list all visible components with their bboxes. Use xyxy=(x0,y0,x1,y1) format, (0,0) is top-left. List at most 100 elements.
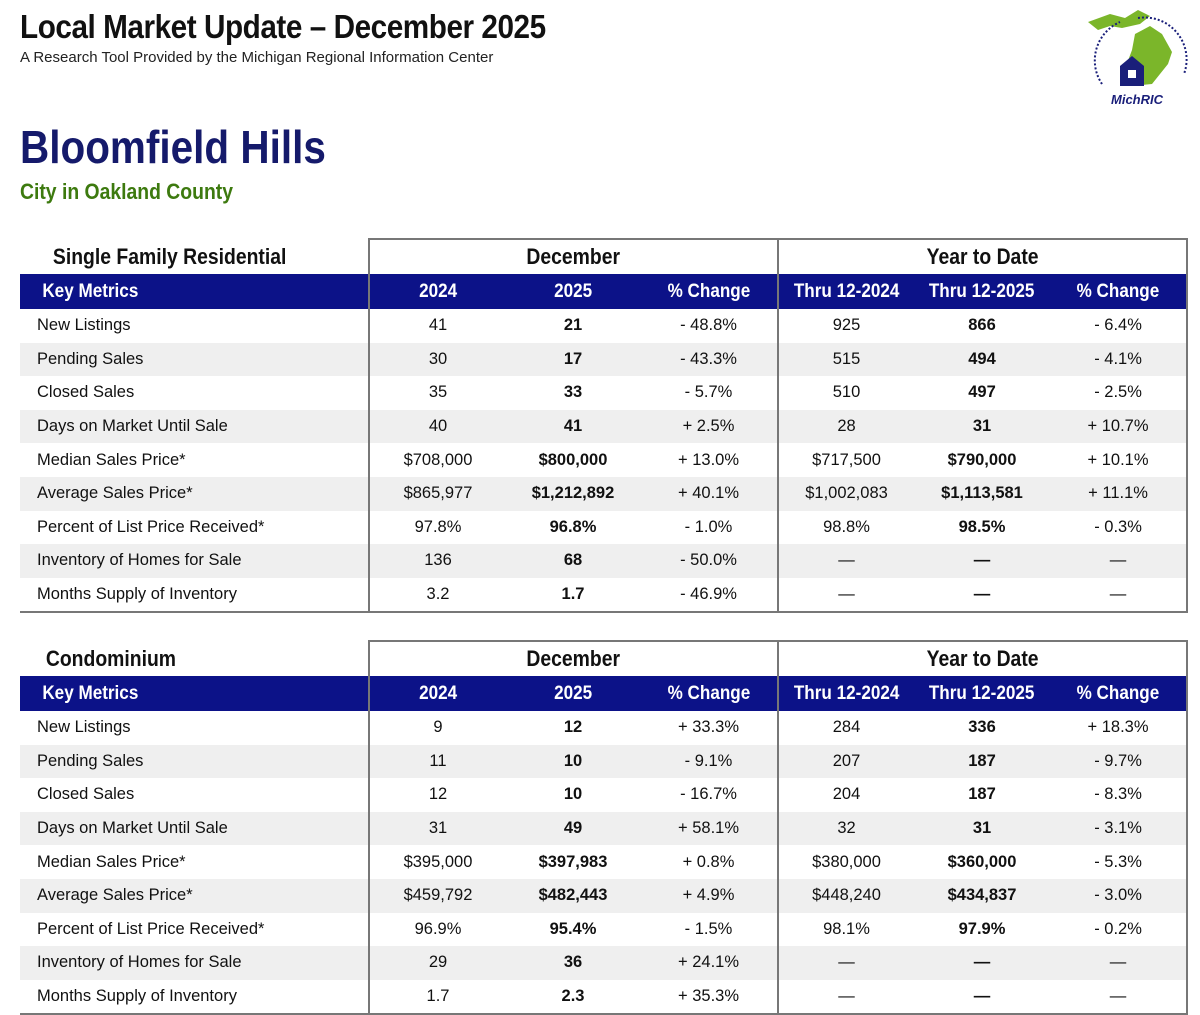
metric-value: - 48.8% xyxy=(680,316,737,335)
metric-value: 28 xyxy=(777,409,915,444)
metric-value: + 2.5% xyxy=(640,409,779,444)
metric-value: 866 xyxy=(968,316,996,335)
column-header: % Change xyxy=(1050,274,1189,309)
metric-label: Pending Sales xyxy=(20,342,369,377)
metric-value: $448,240 xyxy=(777,878,915,913)
metric-value: - 0.2% xyxy=(1050,912,1189,947)
condominium-table: Condominium December Year to Date Key Me… xyxy=(20,640,1189,1015)
column-header: Key Metrics xyxy=(20,676,369,711)
metric-label: Closed Sales xyxy=(37,785,135,804)
column-header: Thru 12-2025 xyxy=(914,676,1051,711)
metric-label: Months Supply of Inventory xyxy=(20,979,369,1015)
table-row: Closed Sales 35 33 - 5.7% 510 497 - 2.5% xyxy=(20,376,1189,410)
table-row: Closed Sales 12 10 - 16.7% 204 187 - 8.3% xyxy=(20,778,1189,812)
metric-value: + 0.8% xyxy=(682,852,735,871)
metric-value: 187 xyxy=(968,785,996,804)
metric-value: $395,000 xyxy=(368,845,506,879)
metric-value: 95.4% xyxy=(549,919,597,938)
metric-label: Average Sales Price* xyxy=(20,476,369,511)
metric-value: $800,000 xyxy=(538,450,608,469)
table-row: Pending Sales 11 10- 9.1% 207 187- 9.7% xyxy=(20,744,1189,779)
metric-value: 17 xyxy=(506,342,640,377)
metric-value: $790,000 xyxy=(947,450,1017,469)
metric-value: 11 xyxy=(368,744,506,779)
column-header: Key Metrics xyxy=(20,274,369,309)
metric-value: $717,500 xyxy=(777,443,915,477)
table-row: Average Sales Price* $865,977 $1,212,892 + … xyxy=(20,476,1189,511)
metric-label: Median Sales Price* xyxy=(37,852,186,871)
column-header: 2024 xyxy=(368,676,506,711)
metric-value: $360,000 xyxy=(947,852,1017,871)
group-ytd: Year to Date xyxy=(777,238,1189,274)
metric-value: 98.8% xyxy=(777,510,915,545)
section-title: Condominium xyxy=(45,645,177,671)
metric-label: New Listings xyxy=(37,718,131,737)
table-row: New Listings 41 21 - 48.8% 925 866 - 6.4% xyxy=(20,309,1189,343)
metric-value: + 4.9% xyxy=(640,878,779,913)
section-header-row: Condominium December Year to Date xyxy=(20,640,1189,676)
metric-value: — xyxy=(1050,577,1189,614)
metric-value: 510 xyxy=(777,376,915,410)
column-header: 2024 xyxy=(368,274,506,309)
metric-value: - 9.1% xyxy=(640,744,779,779)
metric-label: Percent of List Price Received* xyxy=(37,919,265,938)
column-header: 2025 xyxy=(506,274,640,309)
metric-label: Inventory of Homes for Sale xyxy=(20,544,369,578)
metric-value: $1,113,581 xyxy=(914,476,1051,511)
table-row: Inventory of Homes for Sale 136 68- 50.0% —… xyxy=(20,544,1189,578)
metric-value: — xyxy=(914,979,1051,1015)
metric-value: 494 xyxy=(914,342,1051,377)
metric-label: Median Sales Price* xyxy=(37,450,186,469)
table-row: Percent of List Price Received* 97.8% 96.8… xyxy=(20,510,1189,545)
group-month: December xyxy=(367,238,780,274)
metric-value: + 10.7% xyxy=(1050,409,1189,444)
metric-value: 1.7 xyxy=(506,577,640,614)
section-header-row: Single Family Residential December Year … xyxy=(20,238,1189,274)
column-header-row: Key Metrics 2024 2025% Change Thru 12-2024 T… xyxy=(20,274,1189,309)
metric-value: 41 xyxy=(506,409,640,444)
metric-value: 336 xyxy=(968,718,996,737)
metric-value: 32 xyxy=(777,811,915,846)
metric-value: $708,000 xyxy=(368,443,506,477)
metric-value: 31 xyxy=(914,409,1051,444)
metric-label: Average Sales Price* xyxy=(20,878,369,913)
metric-value: + 18.3% xyxy=(1050,711,1189,745)
metric-value: 31 xyxy=(368,811,506,846)
column-header: Thru 12-2024 xyxy=(777,676,915,711)
metric-value: — xyxy=(777,544,915,578)
table-row: Median Sales Price* $708,000 $800,000 + 13.… xyxy=(20,443,1189,477)
metric-value: - 50.0% xyxy=(640,544,779,578)
metric-label: Closed Sales xyxy=(37,383,135,402)
metric-value: 97.9% xyxy=(958,919,1006,938)
column-header: Thru 12-2025 xyxy=(914,274,1051,309)
metric-value: - 3.0% xyxy=(1050,878,1189,913)
metric-value: + 35.3% xyxy=(640,979,779,1015)
metric-value: 40 xyxy=(368,409,506,444)
metric-value: 9 xyxy=(368,711,506,745)
metric-value: 31 xyxy=(914,811,1051,846)
metric-value: — xyxy=(777,946,915,980)
table-row: Median Sales Price* $395,000 $397,983 + 0.8… xyxy=(20,845,1189,879)
metric-value: 3.2 xyxy=(368,577,506,614)
metric-value: + 13.0% xyxy=(678,450,740,469)
column-header: % Change xyxy=(640,274,779,309)
metric-value: + 33.3% xyxy=(678,718,740,737)
metric-value: - 46.9% xyxy=(640,577,779,614)
metric-value: + 40.1% xyxy=(640,476,779,511)
metric-value: 41 xyxy=(368,309,506,343)
table-row: Months Supply of Inventory 1.7 2.3 + 35.3% —… xyxy=(20,979,1189,1015)
metric-value: 21 xyxy=(563,316,583,335)
metric-value: $397,983 xyxy=(538,852,608,871)
metric-value: 12 xyxy=(368,778,506,812)
metric-label: Days on Market Until Sale xyxy=(20,811,369,846)
metric-value: — xyxy=(777,577,915,614)
metric-value: - 16.7% xyxy=(680,785,737,804)
table-row: Months Supply of Inventory 3.2 1.7- 46.9% —… xyxy=(20,577,1189,614)
metric-value: $434,837 xyxy=(914,878,1051,913)
metric-value: - 9.7% xyxy=(1050,744,1189,779)
metric-value: — xyxy=(914,544,1051,578)
table-row: Days on Market Until Sale 40 41 + 2.5% 28 31 +… xyxy=(20,409,1189,444)
metric-value: 2.3 xyxy=(506,979,640,1015)
metric-label: Months Supply of Inventory xyxy=(20,577,369,614)
single-family-table: Single Family Residential December Year … xyxy=(20,238,1189,614)
